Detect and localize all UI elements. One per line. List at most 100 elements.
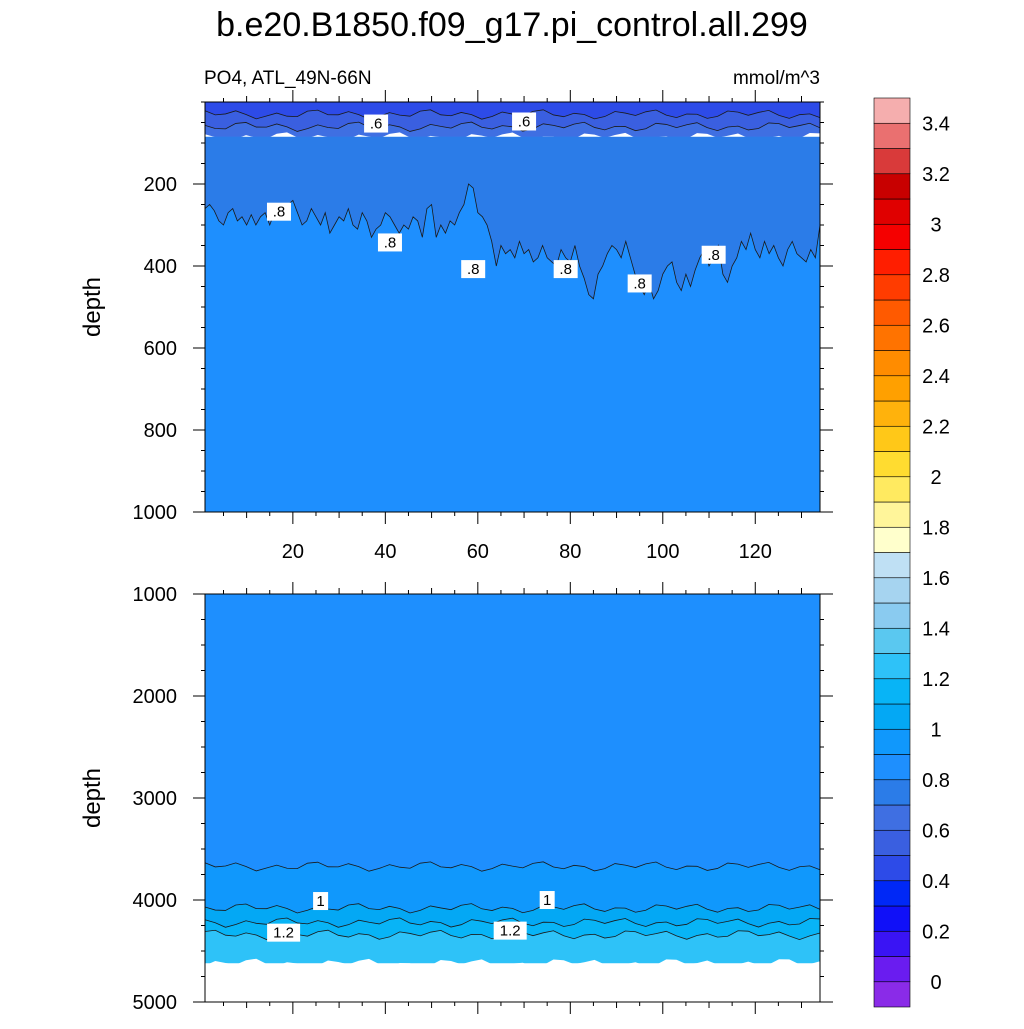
contour-label-box bbox=[266, 202, 291, 221]
colorbar-swatch bbox=[873, 476, 911, 503]
contour-label-text: 1.2 bbox=[500, 923, 521, 940]
contour-label-text: .6 bbox=[370, 116, 383, 133]
colorbar-label: 0.4 bbox=[922, 871, 950, 893]
y-tick-label: 4000 bbox=[133, 890, 178, 912]
y-tick-label: 1000 bbox=[133, 502, 178, 524]
colorbar-swatch bbox=[873, 198, 911, 225]
colorbar-label: 3.4 bbox=[922, 113, 950, 135]
colorbar-swatch bbox=[873, 451, 911, 478]
colorbar-label: 2.4 bbox=[922, 366, 950, 388]
colorbar-swatch bbox=[873, 526, 911, 553]
y-tick-label: 3000 bbox=[133, 788, 178, 810]
y-tick-label: 1000 bbox=[133, 584, 178, 606]
chart-subtitle-right: mmol/m^3 bbox=[733, 68, 820, 89]
contour-label: .6 bbox=[512, 112, 537, 131]
contour-line bbox=[204, 903, 821, 914]
colorbar-swatch bbox=[873, 905, 911, 932]
contour-label-box bbox=[701, 245, 726, 264]
contour-label: 1 bbox=[313, 892, 329, 911]
x-tick-label: 40 bbox=[374, 541, 396, 563]
colorbar-swatch bbox=[873, 804, 911, 831]
contour-label-box bbox=[493, 921, 527, 940]
contour-label-box bbox=[313, 892, 329, 911]
colorbar: 0 0.2 0.4 0.6 0.8 1 1.2 1.4 1.6 1.8 2 2.2 2.4 2.6 2.8 3… bbox=[873, 97, 950, 1008]
no-data-region bbox=[205, 963, 820, 1002]
colorbar-swatch bbox=[873, 653, 911, 680]
colorbar-swatch bbox=[873, 173, 911, 200]
contour-label: .8 bbox=[377, 233, 402, 252]
colorbar-swatch bbox=[873, 754, 911, 781]
contour-label-box bbox=[377, 233, 402, 252]
colorbar-label: 2 bbox=[930, 467, 941, 489]
contour-label-box bbox=[267, 923, 301, 942]
colorbar-swatch bbox=[873, 577, 911, 604]
y-tick-label: 5000 bbox=[133, 992, 178, 1014]
contour-label: 1.2 bbox=[267, 923, 301, 942]
colorbar-swatch bbox=[873, 930, 911, 957]
colorbar-swatch bbox=[873, 703, 911, 730]
colorbar-swatch bbox=[873, 375, 911, 402]
colorbar-swatch bbox=[873, 148, 911, 175]
colorbar-swatch bbox=[873, 122, 911, 149]
layer-band bbox=[205, 122, 820, 142]
contour-line bbox=[204, 861, 821, 872]
colorbar-label: 0.2 bbox=[922, 921, 950, 943]
contour-label: .8 bbox=[627, 274, 652, 293]
x-tick-label: 60 bbox=[467, 541, 489, 563]
contour-label-box bbox=[553, 260, 578, 279]
upper-panel: .6 .6 .8 .8 .8 .8 .8 .8 200 400 600 800 1000 20 40 60 80… bbox=[133, 90, 833, 563]
colorbar-swatch bbox=[873, 981, 911, 1008]
y-tick-label: 800 bbox=[144, 420, 177, 442]
colorbar-swatch bbox=[873, 97, 911, 124]
y-tick-label: 2000 bbox=[133, 686, 178, 708]
colorbar-swatch bbox=[873, 728, 911, 755]
contour-label-box bbox=[512, 112, 537, 131]
x-tick-label: 80 bbox=[559, 541, 581, 563]
y-tick-label: 400 bbox=[144, 256, 177, 278]
contour-label: .8 bbox=[461, 260, 486, 279]
colorbar-label: 3.2 bbox=[922, 164, 950, 186]
contour-label-text: 1 bbox=[543, 892, 551, 909]
contour-label: 1.2 bbox=[493, 921, 527, 940]
contour-label: .8 bbox=[701, 245, 726, 264]
colorbar-label: 2.2 bbox=[922, 416, 950, 438]
contour-label-text: .6 bbox=[518, 114, 531, 131]
contour-label-box bbox=[539, 891, 555, 910]
layer-band bbox=[205, 861, 820, 914]
colorbar-swatch bbox=[873, 400, 911, 427]
colorbar-swatch bbox=[873, 602, 911, 629]
upper-ylabel: depth bbox=[79, 277, 106, 337]
colorbar-label: 1.2 bbox=[922, 669, 950, 691]
colorbar-swatch bbox=[873, 829, 911, 856]
colorbar-label: 1.6 bbox=[922, 568, 950, 590]
colorbar-swatch bbox=[873, 274, 911, 301]
x-tick-label: 100 bbox=[646, 541, 679, 563]
contour-label-text: .8 bbox=[633, 275, 646, 292]
contour-label-box bbox=[461, 260, 486, 279]
contour-label-text: .8 bbox=[707, 247, 720, 264]
colorbar-swatch bbox=[873, 956, 911, 983]
colorbar-label: 0.6 bbox=[922, 820, 950, 842]
colorbar-label: 3 bbox=[930, 214, 941, 236]
colorbar-label: 1 bbox=[930, 719, 941, 741]
colorbar-swatch bbox=[873, 552, 911, 579]
colorbar-label: 1.4 bbox=[922, 618, 950, 640]
colorbar-swatch bbox=[873, 299, 911, 326]
contour-label-text: .8 bbox=[559, 261, 572, 278]
colorbar-swatch bbox=[873, 425, 911, 452]
contour-label-box bbox=[364, 114, 389, 133]
contour-label-text: 1.2 bbox=[273, 925, 294, 942]
colorbar-label: 0 bbox=[930, 972, 941, 994]
lower-panel: 1 1 1.2 1.2 1000 2000 3000 4000 5000 bbox=[133, 582, 833, 1014]
contour-label-text: .8 bbox=[384, 234, 397, 251]
contour-label-box bbox=[627, 274, 652, 293]
contour-label-text: .8 bbox=[467, 261, 480, 278]
chart-title: b.e20.B1850.f09_g17.pi_control.all.299 bbox=[216, 6, 808, 44]
lower-ylabel: depth bbox=[79, 768, 106, 828]
contour-line bbox=[204, 917, 821, 928]
colorbar-swatch bbox=[873, 350, 911, 377]
contour-label: .8 bbox=[266, 202, 291, 221]
colorbar-label: 1.8 bbox=[922, 517, 950, 539]
y-tick-label: 600 bbox=[144, 338, 177, 360]
